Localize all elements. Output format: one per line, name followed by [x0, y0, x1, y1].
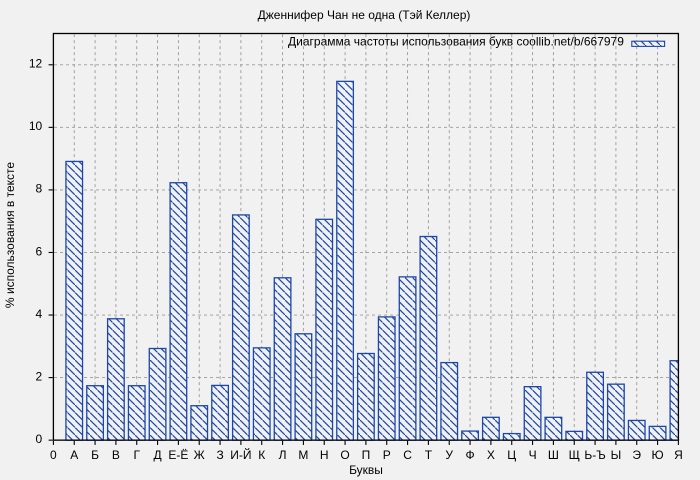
svg-text:И-Й: И-Й [230, 447, 251, 462]
svg-text:Л: Л [279, 448, 287, 462]
svg-text:А: А [70, 448, 78, 462]
svg-text:Диаграмма частоты использовани: Диаграмма частоты использования букв coo… [288, 34, 624, 48]
svg-text:Ф: Ф [466, 448, 475, 462]
svg-text:10: 10 [29, 119, 43, 133]
svg-text:4: 4 [36, 307, 43, 321]
svg-text:Буквы: Буквы [349, 463, 383, 477]
svg-text:С: С [403, 448, 412, 462]
svg-text:Дженнифер Чан не одна (Тэй Кел: Дженнифер Чан не одна (Тэй Келлер) [258, 8, 471, 22]
svg-text:Ч: Ч [529, 448, 537, 462]
svg-text:% использования в тексте: % использования в тексте [3, 162, 17, 308]
svg-text:Р: Р [383, 448, 391, 462]
svg-text:Ш: Ш [548, 448, 559, 462]
svg-text:0: 0 [36, 432, 43, 446]
svg-text:Г: Г [133, 448, 140, 462]
svg-text:Х: Х [487, 448, 495, 462]
svg-text:З: З [216, 448, 223, 462]
svg-text:12: 12 [29, 57, 43, 71]
svg-text:Т: Т [425, 448, 433, 462]
svg-text:Е-Ё: Е-Ё [168, 448, 188, 462]
svg-text:В: В [112, 448, 120, 462]
svg-text:Э: Э [632, 448, 641, 462]
svg-text:Ц: Ц [507, 448, 516, 462]
svg-text:Ю: Ю [652, 448, 664, 462]
svg-text:К: К [258, 448, 265, 462]
svg-text:О: О [340, 448, 349, 462]
svg-text:Н: Н [320, 448, 329, 462]
svg-text:2: 2 [36, 369, 43, 383]
svg-text:У: У [445, 448, 453, 462]
svg-text:Ь-Ъ: Ь-Ъ [584, 448, 605, 462]
svg-text:Д: Д [153, 448, 161, 462]
svg-text:Ж: Ж [194, 448, 205, 462]
svg-text:Я: Я [674, 448, 683, 462]
svg-text:П: П [362, 448, 371, 462]
svg-text:0: 0 [50, 448, 57, 462]
svg-text:6: 6 [36, 244, 43, 258]
svg-text:Щ: Щ [569, 448, 580, 462]
svg-text:М: М [298, 448, 308, 462]
svg-text:8: 8 [36, 182, 43, 196]
svg-text:Б: Б [91, 448, 99, 462]
svg-text:Ы: Ы [611, 448, 622, 462]
